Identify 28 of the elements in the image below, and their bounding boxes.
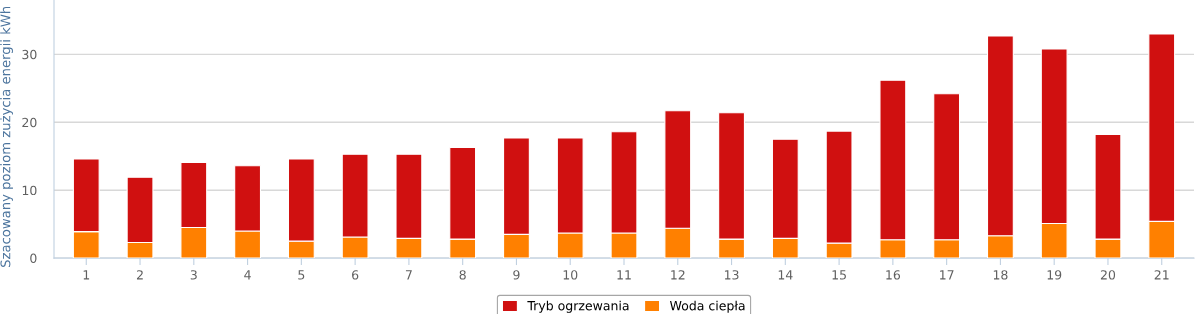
x-tick-label: 19 — [1047, 270, 1062, 280]
legend-label: Woda ciepła — [669, 300, 745, 313]
x-tick-label: 1 — [83, 270, 90, 280]
x-tick-label: 3 — [190, 270, 197, 280]
x-tick-label: 20 — [1100, 270, 1116, 280]
x-tick-label: 17 — [940, 270, 954, 280]
x-tick-label: 16 — [886, 270, 901, 280]
x-tick-label: 6 — [352, 270, 359, 280]
y-tick-label: 20 — [22, 117, 37, 128]
x-tick-label: 18 — [993, 270, 1008, 280]
x-tick-label: 14 — [778, 270, 793, 280]
x-tick-label: 13 — [724, 270, 739, 280]
x-tick-label: 11 — [617, 270, 631, 280]
x-tick-label: 5 — [298, 270, 305, 280]
y-tick-label: 10 — [22, 185, 37, 196]
y-tick-label: 0 — [30, 253, 37, 264]
x-tick-label: 21 — [1154, 270, 1169, 280]
y-tick-label: 30 — [22, 49, 37, 60]
x-tick-label: 8 — [459, 270, 466, 280]
y-axis-title: Szacowany poziom zużycia energii kWh — [0, 6, 13, 267]
x-tick-label: 10 — [563, 270, 578, 280]
x-tick-label: 15 — [832, 270, 846, 280]
x-tick-label: 12 — [671, 270, 685, 280]
legend-label: Tryb ogrzewania — [527, 300, 629, 313]
x-tick-label: 4 — [244, 270, 251, 280]
x-tick-label: 9 — [513, 270, 520, 280]
x-tick-label: 2 — [136, 270, 143, 280]
x-tick-label: 7 — [405, 270, 412, 280]
